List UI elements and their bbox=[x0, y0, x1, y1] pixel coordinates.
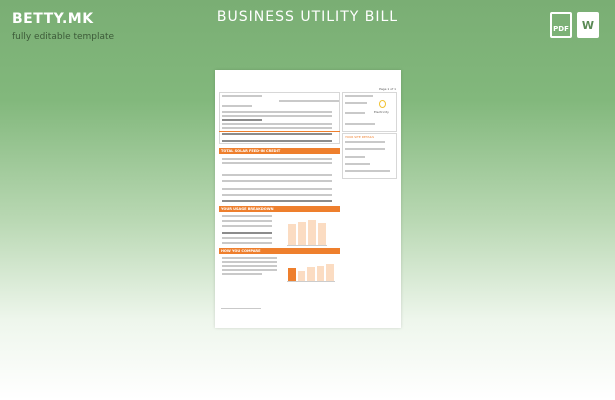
chart-bar bbox=[326, 263, 334, 281]
chart-bar bbox=[288, 267, 296, 281]
service-label: Electricity bbox=[374, 110, 389, 114]
account-details bbox=[342, 92, 397, 132]
usage-chart bbox=[287, 218, 327, 246]
bill-preview: Page 1 of 1 Electricity YOUR SITE DETAIL… bbox=[215, 70, 401, 328]
brand-logo: BETTY.MK bbox=[12, 11, 94, 27]
section-solar-credit: TOTAL SOLAR FEED-IN CREDIT bbox=[219, 148, 340, 154]
chart-bar bbox=[298, 221, 306, 245]
lightbulb-icon bbox=[379, 100, 386, 108]
tagline: fully editable template bbox=[12, 32, 115, 42]
pdf-icon[interactable]: PDF bbox=[550, 12, 572, 38]
section-how-you-compare: HOW YOU COMPARE bbox=[219, 248, 340, 254]
word-icon[interactable]: W bbox=[577, 12, 599, 38]
chart-bar bbox=[318, 223, 326, 245]
chart-bar bbox=[307, 267, 315, 281]
page-number: Page 1 of 1 bbox=[379, 87, 396, 91]
site-details bbox=[342, 133, 397, 179]
chart-bar bbox=[316, 266, 325, 281]
chart-bar bbox=[308, 220, 316, 245]
compare-chart bbox=[287, 260, 335, 282]
section-usage-breakdown: YOUR USAGE BREAKDOWN bbox=[219, 206, 340, 212]
charges-summary bbox=[219, 92, 340, 144]
site-details-title: YOUR SITE DETAILS bbox=[345, 135, 375, 139]
chart-bar bbox=[288, 223, 296, 245]
page-title: BUSINESS UTILITY BILL bbox=[216, 9, 399, 25]
chart-bar bbox=[297, 270, 306, 281]
